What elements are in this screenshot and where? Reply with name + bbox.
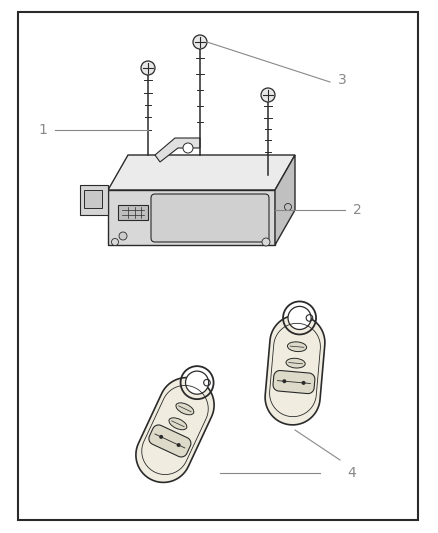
FancyBboxPatch shape <box>151 194 269 242</box>
Circle shape <box>283 379 286 383</box>
Circle shape <box>141 61 155 75</box>
Text: 2: 2 <box>353 203 361 217</box>
Polygon shape <box>275 155 295 245</box>
Bar <box>84 190 102 208</box>
Circle shape <box>288 306 311 329</box>
Circle shape <box>119 232 127 240</box>
Circle shape <box>177 443 180 447</box>
Circle shape <box>183 143 193 153</box>
Circle shape <box>301 381 306 385</box>
Circle shape <box>193 35 207 49</box>
Polygon shape <box>149 425 191 457</box>
Ellipse shape <box>176 403 194 415</box>
Circle shape <box>112 238 119 246</box>
Ellipse shape <box>286 358 305 368</box>
Text: 3: 3 <box>338 73 346 87</box>
Polygon shape <box>155 138 200 162</box>
Ellipse shape <box>169 418 187 430</box>
Polygon shape <box>118 205 148 220</box>
Circle shape <box>261 88 275 102</box>
Polygon shape <box>80 185 108 215</box>
Circle shape <box>186 371 208 394</box>
Circle shape <box>159 435 163 439</box>
Polygon shape <box>136 377 214 482</box>
Text: 4: 4 <box>348 466 357 480</box>
Polygon shape <box>265 315 325 425</box>
Circle shape <box>285 204 292 211</box>
Polygon shape <box>108 155 295 190</box>
Polygon shape <box>273 370 315 393</box>
Ellipse shape <box>287 342 307 352</box>
Polygon shape <box>108 190 275 245</box>
Circle shape <box>262 238 270 246</box>
Text: 1: 1 <box>39 123 47 137</box>
